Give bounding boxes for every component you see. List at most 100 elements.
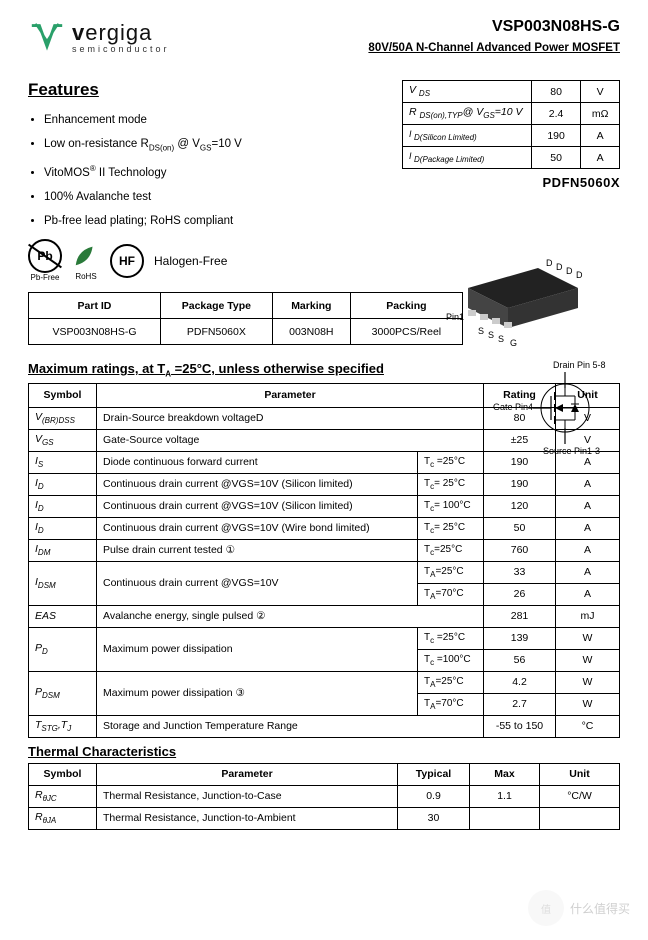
th-unit	[540, 807, 620, 829]
th-th: Unit	[540, 763, 620, 785]
feature-item: VitoMOS® II Technology	[44, 164, 358, 179]
mr-par: Diode continuous forward current	[97, 451, 418, 473]
qt-param: V DS	[403, 81, 532, 103]
mr-cond: TA=70°C	[418, 583, 484, 605]
qt-unit: A	[581, 147, 620, 169]
mr-rat: 26	[484, 583, 556, 605]
qt-val: 190	[531, 125, 580, 147]
mr-unit: W	[556, 671, 620, 693]
mr-rat: 139	[484, 627, 556, 649]
mr-unit: A	[556, 583, 620, 605]
mosfet-symbol-icon: Drain Pin 5-8 Gate Pin4 Source Pin1-3	[493, 358, 613, 458]
th-par: Thermal Resistance, Junction-to-Ambient	[97, 807, 398, 829]
th-th: Max	[470, 763, 540, 785]
svg-text:S: S	[488, 330, 494, 340]
qt-val: 2.4	[531, 103, 580, 125]
qt-val: 50	[531, 147, 580, 169]
mr-unit: A	[556, 539, 620, 561]
mr-cond: Tc=25°C	[418, 539, 484, 561]
feature-item: Low on-resistance RDS(on) @ VGS=10 V	[44, 138, 358, 152]
part-td: PDFN5060X	[160, 319, 272, 345]
logo-block: vergiga semiconductor	[28, 18, 170, 56]
brand-name: vergiga	[72, 20, 170, 46]
mr-unit: A	[556, 473, 620, 495]
mr-par: Gate-Source voltage	[97, 429, 484, 451]
qt-val: 80	[531, 81, 580, 103]
th-typ: 0.9	[398, 785, 470, 807]
mr-rat: 33	[484, 561, 556, 583]
svg-text:S: S	[498, 334, 504, 344]
mr-sym: VGS	[29, 429, 97, 451]
mr-cond: TA=25°C	[418, 561, 484, 583]
th-sym: RθJA	[29, 807, 97, 829]
mr-sym: ID	[29, 495, 97, 517]
mr-par: Continuous drain current @VGS=10V (Wire …	[97, 517, 418, 539]
svg-text:G: G	[510, 338, 517, 348]
th-max	[470, 807, 540, 829]
mr-cond: Tc= 100°C	[418, 495, 484, 517]
mr-par: Continuous drain current @VGS=10V	[97, 561, 418, 605]
mr-cond: TA=70°C	[418, 693, 484, 715]
mr-sym: PDSM	[29, 671, 97, 715]
watermark-icon: 值	[528, 890, 564, 926]
mr-cond: Tc =25°C	[418, 627, 484, 649]
feature-item: Pb-free lead plating; RoHS compliant	[44, 215, 358, 227]
part-subtitle: 80V/50A N-Channel Advanced Power MOSFET	[368, 42, 620, 54]
qt-param: I D(Silicon Limited)	[403, 125, 532, 147]
svg-text:D: D	[546, 258, 553, 268]
features-list: Enhancement mode Low on-resistance RDS(o…	[28, 114, 358, 227]
mr-cond: TA=25°C	[418, 671, 484, 693]
th-th: Symbol	[29, 763, 97, 785]
th-par: Thermal Resistance, Junction-to-Case	[97, 785, 398, 807]
mr-sym: IDSM	[29, 561, 97, 605]
mr-sym: IDM	[29, 539, 97, 561]
part-th: Part ID	[29, 293, 161, 319]
th-typ: 30	[398, 807, 470, 829]
package-image: Pin1 SSSG DDDD	[438, 248, 608, 358]
mr-par: Maximum power dissipation ③	[97, 671, 418, 715]
mr-sym: TSTG,TJ	[29, 715, 97, 737]
mr-rat: 50	[484, 517, 556, 539]
mr-par: Drain-Source breakdown voltageD	[97, 407, 484, 429]
mr-cond: Tc =100°C	[418, 649, 484, 671]
svg-text:D: D	[576, 270, 583, 280]
mr-rat: -55 to 150	[484, 715, 556, 737]
qt-param: R DS(on),TYP@ VGS=10 V	[403, 103, 532, 125]
brand-sub: semiconductor	[72, 44, 170, 54]
mr-rat: 120	[484, 495, 556, 517]
mr-rat: 760	[484, 539, 556, 561]
mr-rat: 56	[484, 649, 556, 671]
features-heading: Features	[28, 80, 358, 100]
mr-rat: 2.7	[484, 693, 556, 715]
qt-unit: A	[581, 125, 620, 147]
thermal-table: Symbol Parameter Typical Max Unit RθJCTh…	[28, 763, 620, 830]
mr-unit: A	[556, 561, 620, 583]
watermark: 值 什么值得买	[528, 890, 630, 926]
watermark-text: 什么值得买	[570, 900, 630, 917]
pb-free-icon: Pb	[28, 239, 62, 273]
quick-spec-table: V DS80V R DS(on),TYP@ VGS=10 V2.4mΩ I D(…	[402, 80, 620, 169]
mr-unit: A	[556, 495, 620, 517]
mr-par: Storage and Junction Temperature Range	[97, 715, 484, 737]
svg-text:D: D	[556, 262, 563, 272]
mr-unit: W	[556, 627, 620, 649]
th-max: 1.1	[470, 785, 540, 807]
mr-par: Maximum power dissipation	[97, 627, 418, 671]
mr-sym: PD	[29, 627, 97, 671]
mr-par: Continuous drain current @VGS=10V (Silic…	[97, 495, 418, 517]
mr-par: Pulse drain current tested ①	[97, 539, 418, 561]
mr-sym: ID	[29, 517, 97, 539]
th-th: Parameter	[97, 763, 398, 785]
rohs-label: RoHS	[72, 272, 100, 281]
package-label: PDFN5060X	[402, 175, 620, 190]
mr-sym: V(BR)DSS	[29, 407, 97, 429]
hf-icon: HF	[110, 244, 144, 278]
hf-label: Halogen-Free	[154, 254, 227, 268]
pb-free-label: Pb-Free	[28, 273, 62, 282]
qt-unit: V	[581, 81, 620, 103]
svg-text:Pin1: Pin1	[446, 312, 464, 322]
part-th: Package Type	[160, 293, 272, 319]
mr-cond: Tc= 25°C	[418, 517, 484, 539]
mr-sym: EAS	[29, 605, 97, 627]
mr-sym: ID	[29, 473, 97, 495]
